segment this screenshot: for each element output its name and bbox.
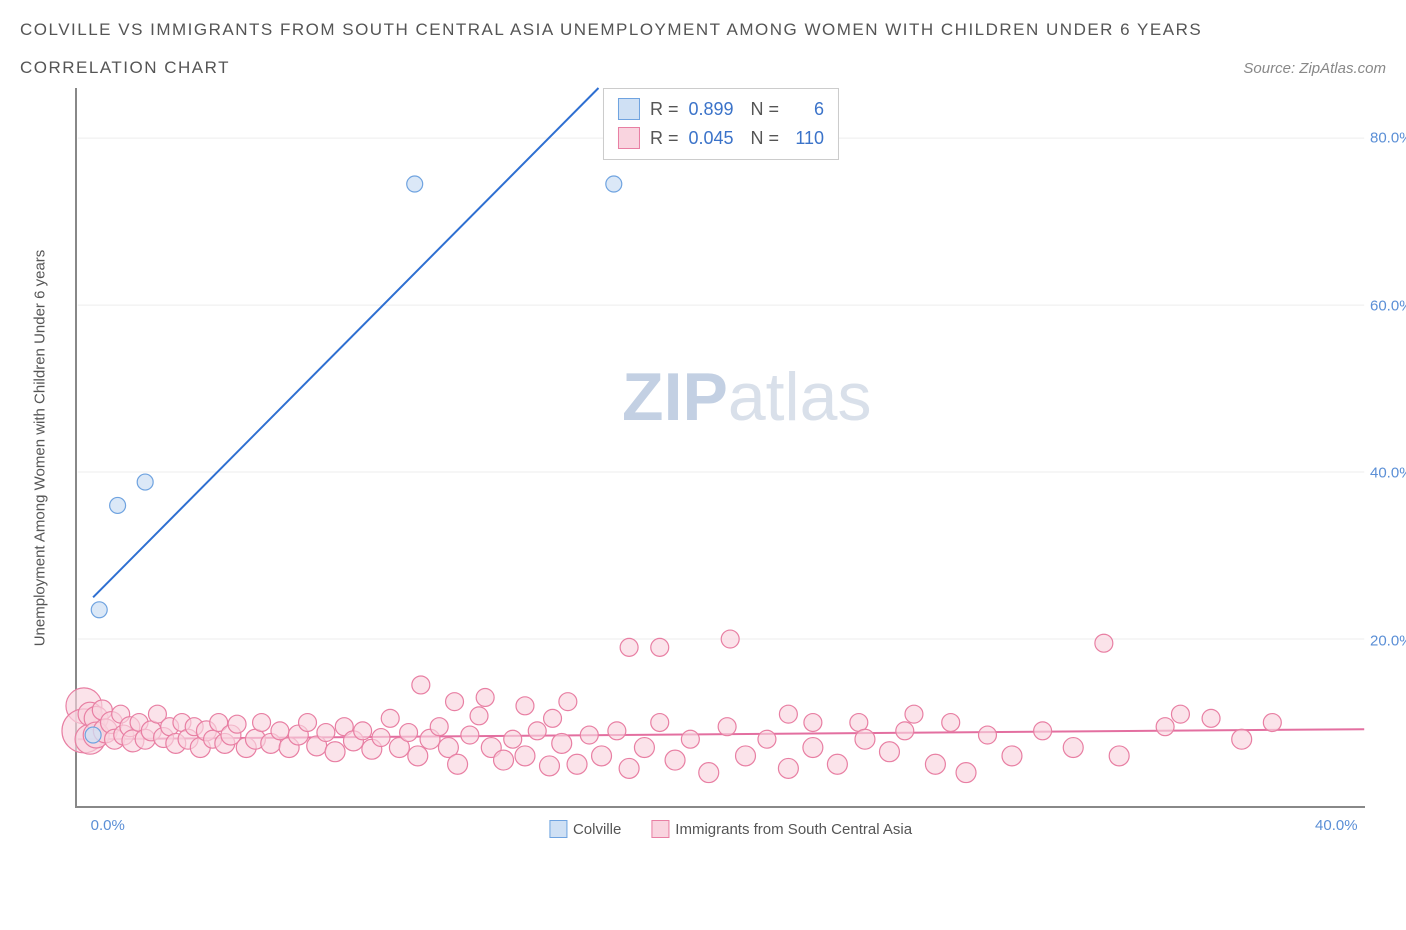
y-tick-label: 60.0% xyxy=(1370,297,1406,314)
legend-label: Colville xyxy=(573,821,621,838)
stats-swatch xyxy=(618,127,640,149)
stats-row: R = 0.899 N = 6 xyxy=(618,95,824,124)
legend-label: Immigrants from South Central Asia xyxy=(675,821,912,838)
chart-title: COLVILLE VS IMMIGRANTS FROM SOUTH CENTRA… xyxy=(20,20,1386,40)
plot-svg xyxy=(77,88,1365,806)
x-tick-label: 0.0% xyxy=(91,817,125,834)
stats-r-label: R = xyxy=(650,95,679,124)
stats-row: R = 0.045 N = 110 xyxy=(618,124,824,153)
source-value: ZipAtlas.com xyxy=(1299,60,1386,77)
chart-container: COLVILLE VS IMMIGRANTS FROM SOUTH CENTRA… xyxy=(20,20,1386,910)
y-tick-label: 20.0% xyxy=(1370,632,1406,649)
source-label: Source: xyxy=(1243,60,1295,77)
legend-bottom: Colville Immigrants from South Central As… xyxy=(549,820,912,838)
stats-n-value: 110 xyxy=(789,124,824,153)
x-tick-label: 40.0% xyxy=(1315,817,1358,834)
stats-swatch xyxy=(618,98,640,120)
legend-swatch xyxy=(549,820,567,838)
stats-r-label: R = xyxy=(650,124,679,153)
stats-n-label: N = xyxy=(751,124,780,153)
chart-area: Unemployment Among Women with Children U… xyxy=(75,88,1386,808)
legend-item: Immigrants from South Central Asia xyxy=(651,820,912,838)
source-attribution: Source: ZipAtlas.com xyxy=(1243,60,1386,77)
y-tick-label: 80.0% xyxy=(1370,130,1406,147)
y-tick-label: 40.0% xyxy=(1370,465,1406,482)
chart-subtitle: CORRELATION CHART xyxy=(20,58,230,78)
stats-n-label: N = xyxy=(751,95,780,124)
stats-box: R = 0.899 N = 6 R = 0.045 N = 110 xyxy=(603,88,839,160)
legend-item: Colville xyxy=(549,820,621,838)
stats-r-value: 0.045 xyxy=(689,124,741,153)
plot-region: ZIPatlas R =0.899N =6R =0.045N =110 20.0… xyxy=(75,88,1365,808)
subtitle-row: CORRELATION CHART Source: ZipAtlas.com xyxy=(20,58,1386,78)
legend-swatch xyxy=(651,820,669,838)
stats-r-value: 0.899 xyxy=(689,95,741,124)
stats-n-value: 6 xyxy=(789,95,824,124)
y-axis-label: Unemployment Among Women with Children U… xyxy=(32,250,49,647)
